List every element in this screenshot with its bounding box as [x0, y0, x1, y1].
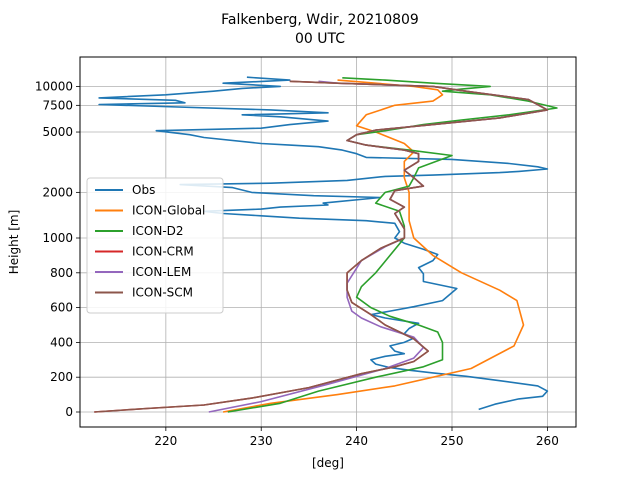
plot-frame: [79, 56, 577, 428]
legend: Obs ICON-Global ICON-D2 ICON-CRM ICON-LEM ICO…: [86, 177, 224, 314]
y-tick-label: 5000: [42, 125, 73, 139]
x-axis-label: [deg]: [312, 456, 344, 470]
legend-label: ICON-Global: [132, 204, 205, 218]
legend-label: ICON-CRM: [132, 245, 194, 259]
legend-label: Obs: [132, 183, 155, 197]
y-tick-label: 600: [50, 301, 73, 315]
x-tick-label: 230: [250, 434, 273, 448]
series-layer: [94, 76, 558, 413]
legend-label: ICON-D2: [132, 224, 184, 238]
series-line-icon-d2: [227, 77, 558, 413]
legend-box: [86, 177, 224, 314]
y-tick-label: 7500: [42, 98, 73, 112]
y-axis: 0 200 400 600 800 1000 2000 5000 7500 10000: [35, 79, 80, 419]
y-tick-label: 1000: [42, 231, 73, 245]
legend-label: ICON-SCM: [132, 286, 193, 300]
y-tick-label: 400: [50, 335, 73, 349]
chart-subtitle: 00 UTC: [295, 31, 345, 47]
x-tick-label: 250: [441, 434, 464, 448]
x-tick-label: 260: [536, 434, 559, 448]
x-tick-label: 220: [154, 434, 177, 448]
x-tick-label: 240: [345, 434, 368, 448]
y-tick-label: 0: [65, 405, 73, 419]
y-tick-label: 800: [50, 266, 73, 280]
chart-title: Falkenberg, Wdir, 20210809: [221, 12, 419, 28]
y-axis-label: Height [m]: [7, 210, 21, 275]
y-tick-label: 200: [50, 370, 73, 384]
series-line-obs: [98, 76, 549, 411]
y-tick-label: 2000: [42, 185, 73, 199]
series-line-icon-global: [222, 79, 525, 413]
series-line-icon-scm: [94, 80, 549, 413]
legend-label: ICON-LEM: [132, 265, 191, 279]
y-tick-label: 10000: [35, 79, 73, 93]
x-axis: 220 230 240 250 260: [154, 427, 559, 448]
